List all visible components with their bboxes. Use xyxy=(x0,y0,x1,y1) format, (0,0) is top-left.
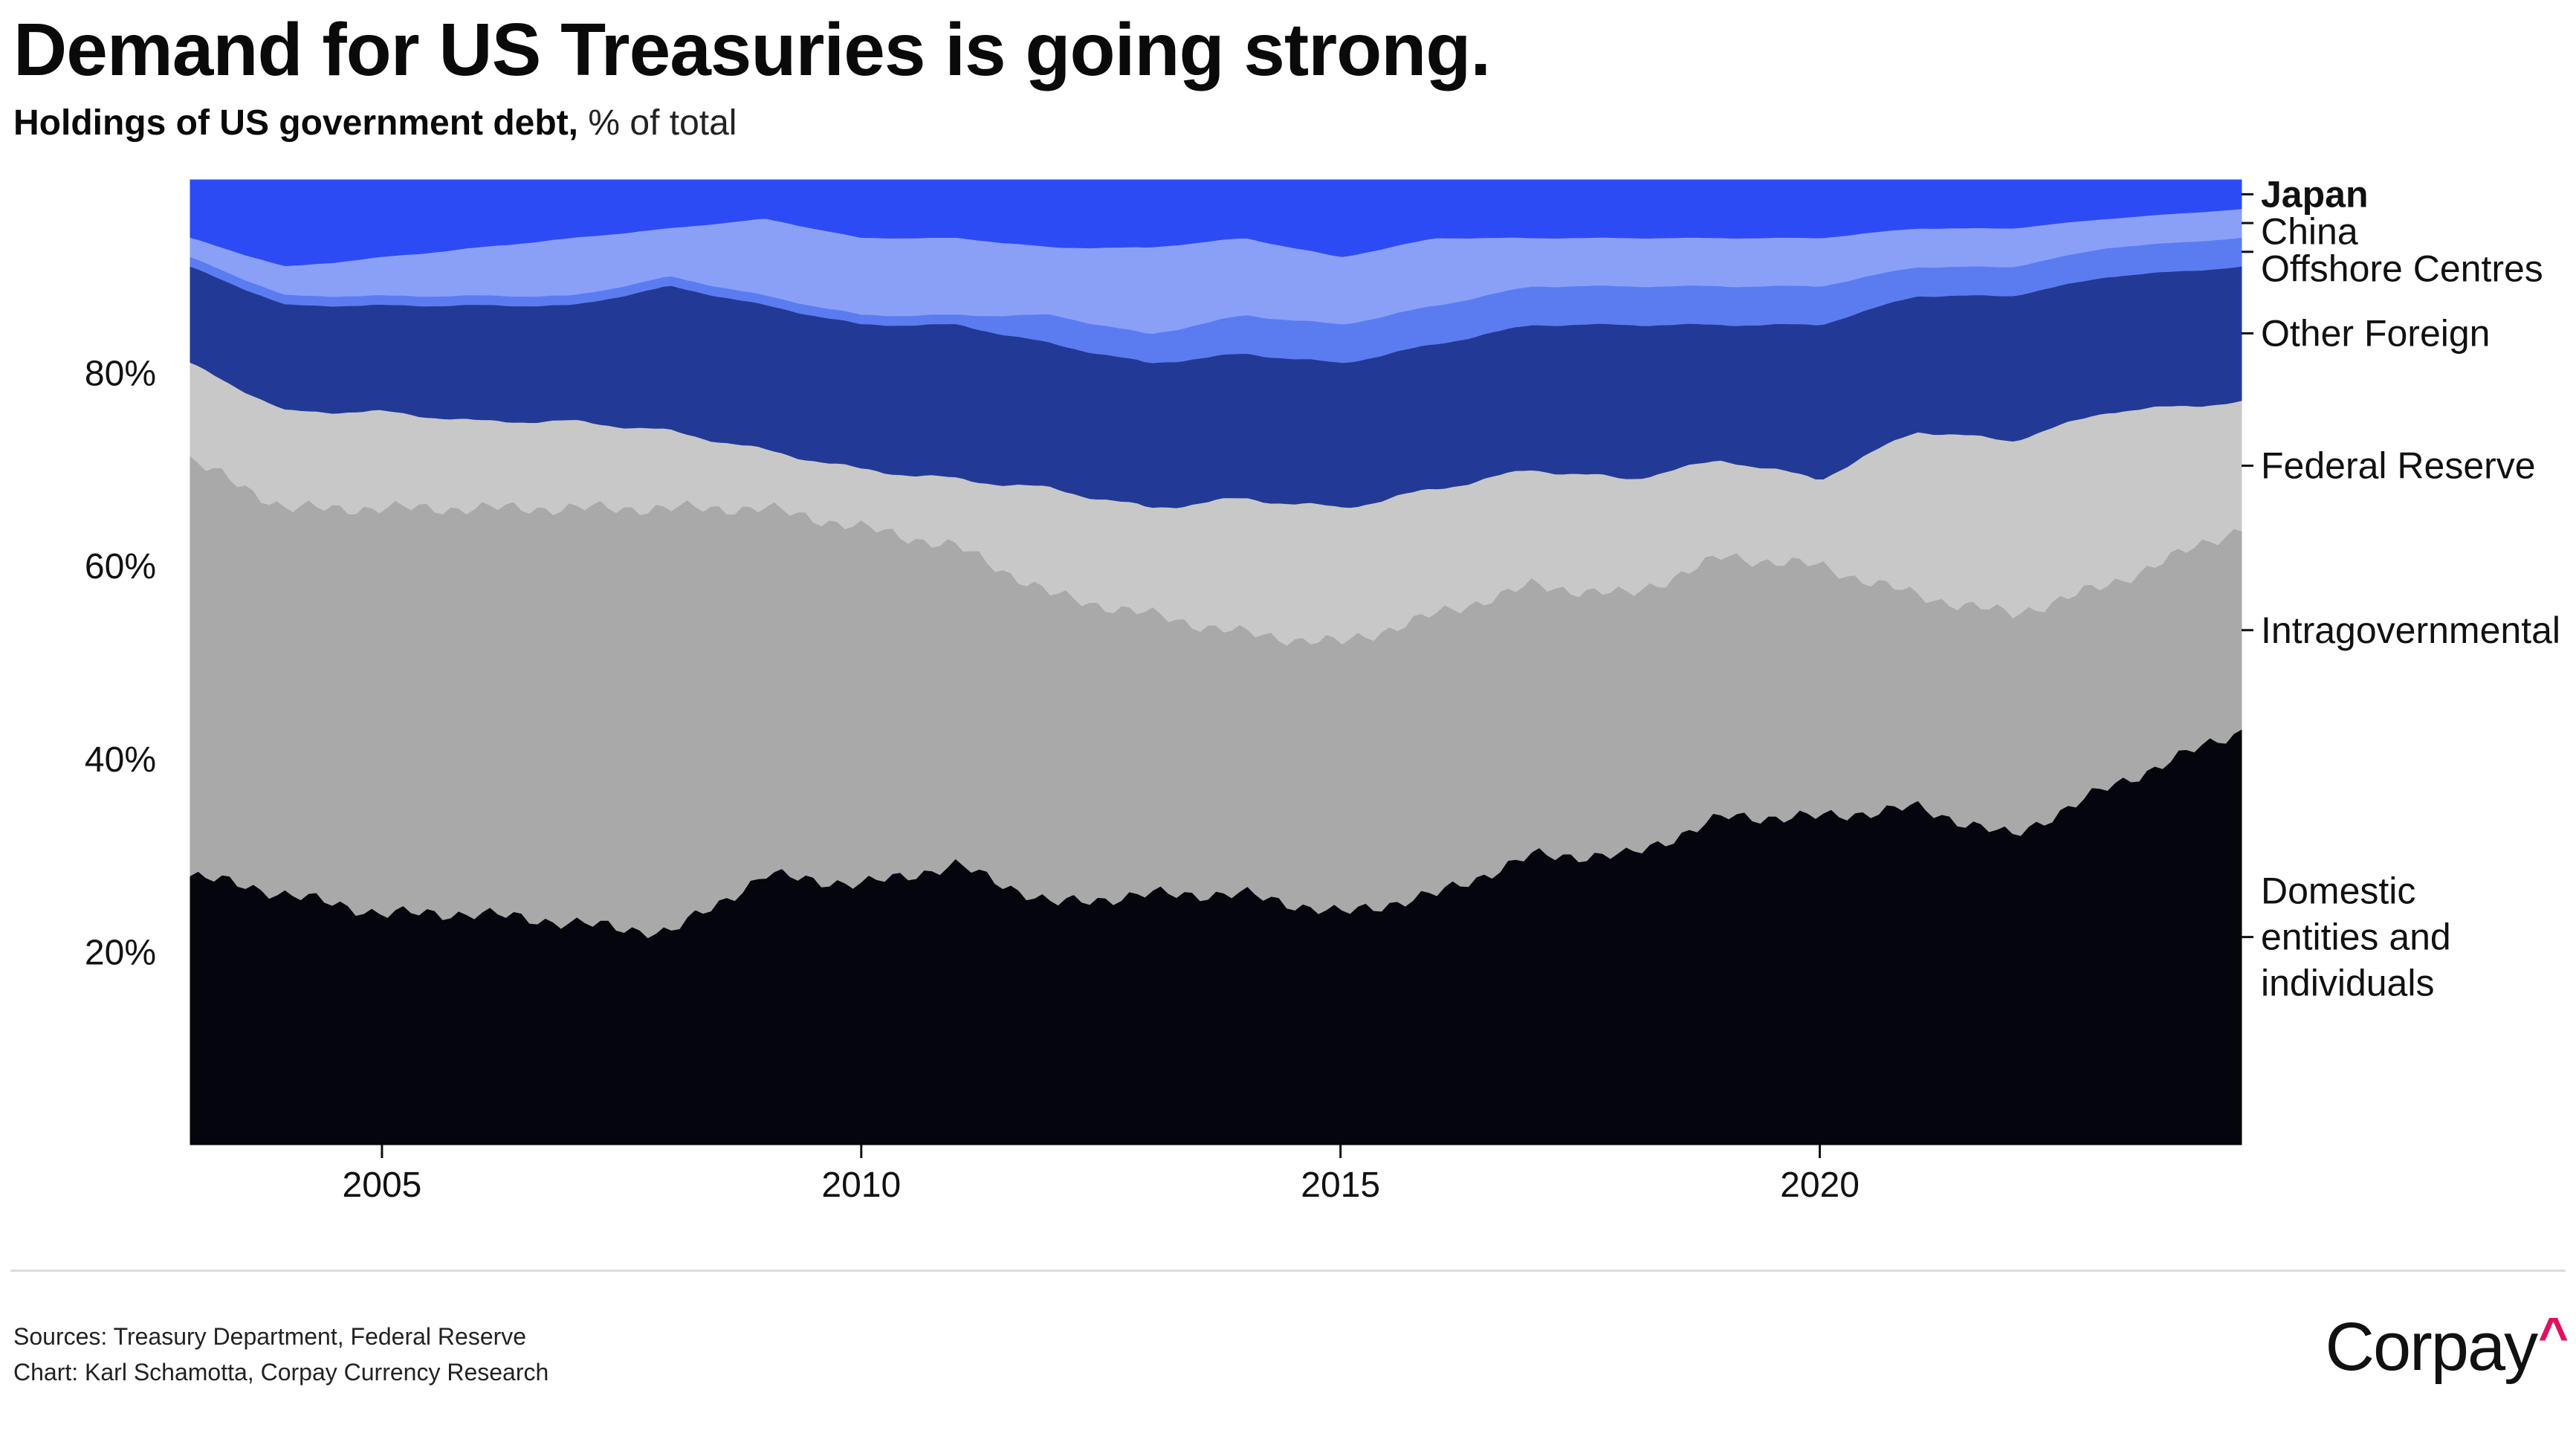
logo-text: Corpay xyxy=(2325,1309,2539,1385)
x-tick-label: 2015 xyxy=(1301,1166,1380,1205)
x-axis: 2005 2010 2015 2020 xyxy=(343,1145,1860,1205)
series-label-china: China xyxy=(2261,210,2358,252)
y-tick-label: 20% xyxy=(85,933,156,972)
source-line-2: Chart: Karl Schamotta, Corpay Currency R… xyxy=(13,1359,549,1386)
chart-subtitle: Holdings of US government debt, % of tot… xyxy=(13,103,737,143)
x-tick-label: 2005 xyxy=(343,1166,422,1205)
logo-caret-icon: ^ xyxy=(2538,1307,2569,1365)
y-axis: 20% 40% 60% 80% xyxy=(85,355,156,973)
series-label-domestic: Domestic entities and individuals xyxy=(2261,870,2451,1004)
subtitle-unit: % of total xyxy=(578,103,737,143)
series-labels: Domestic entities and individuals Intragove… xyxy=(2242,173,2560,1004)
y-tick-label: 40% xyxy=(85,740,156,780)
x-tick-label: 2010 xyxy=(821,1166,901,1205)
area-japan xyxy=(190,179,2242,267)
series-label-japan: Japan xyxy=(2261,173,2369,215)
footer-divider xyxy=(10,1270,2566,1272)
series-label-other-foreign: Other Foreign xyxy=(2261,312,2490,354)
chart-title: Demand for US Treasuries is going strong… xyxy=(13,8,1491,91)
series-label-offshore-centres: Offshore Centres xyxy=(2261,248,2543,289)
y-tick-label: 60% xyxy=(85,547,156,586)
stacked-area-chart: 20% 40% 60% 80% 2005 2010 2015 2020 Domestic en… xyxy=(85,173,2560,1205)
corpay-logo: Corpay^ xyxy=(2325,1307,2569,1386)
y-tick-label: 80% xyxy=(85,355,156,394)
source-line-1: Sources: Treasury Department, Federal Re… xyxy=(13,1323,527,1350)
series-label-federal-reserve: Federal Reserve xyxy=(2261,445,2536,487)
area-layer xyxy=(190,179,2242,1145)
subtitle-main: Holdings of US government debt, xyxy=(13,103,579,143)
series-label-intragovernmental: Intragovernmental xyxy=(2261,610,2560,651)
x-tick-label: 2020 xyxy=(1780,1166,1860,1205)
